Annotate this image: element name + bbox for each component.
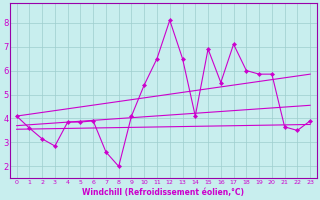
X-axis label: Windchill (Refroidissement éolien,°C): Windchill (Refroidissement éolien,°C) bbox=[82, 188, 244, 197]
